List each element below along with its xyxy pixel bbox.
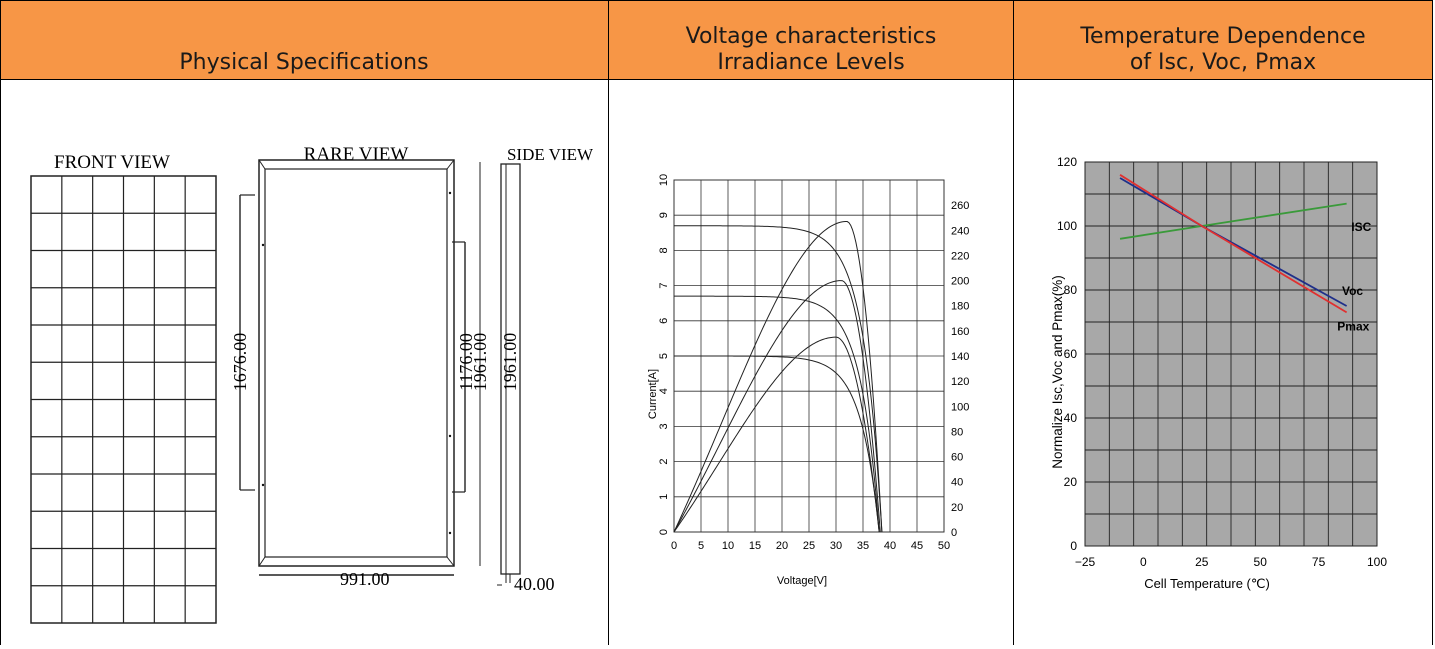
series-label-isc: ISC — [1351, 220, 1371, 234]
cell-temperature-chart: ISC Voc Pmax −25 0 25 50 75 100 0 20 40 60 80 100 120 … — [1014, 80, 1433, 645]
front-view-grid — [30, 175, 217, 624]
header-voltage-line2: Irradiance Levels — [717, 50, 905, 75]
cell-physical: FRONT VIEW RARE VIEW SIDE VIEW — [0, 80, 609, 645]
iv-y-tick: 1 — [658, 494, 670, 500]
iv-y2-tick: 0 — [951, 527, 957, 539]
rare-view-label: RARE VIEW — [304, 144, 409, 165]
iv-x-tick: 20 — [776, 540, 788, 552]
iv-x-tick: 25 — [803, 540, 815, 552]
iv-curve — [673, 355, 880, 533]
temp-y-tick: 60 — [1064, 347, 1078, 361]
iv-y2-tick: 140 — [951, 351, 969, 363]
temp-x-tick: 75 — [1312, 555, 1326, 569]
iv-y2-tick: 100 — [951, 401, 969, 413]
iv-y-tick: 10 — [658, 174, 670, 186]
header-temp-line1: Temperature Dependence — [1080, 24, 1366, 49]
temp-x-tick: 50 — [1254, 555, 1268, 569]
iv-y-tick: 0 — [658, 529, 670, 535]
pv-curve — [673, 280, 881, 533]
temp-x-tick: 0 — [1140, 555, 1147, 569]
iv-x-tick: 15 — [749, 540, 761, 552]
pv-curve — [673, 336, 880, 533]
dim-1961-rare: 1961.00 — [470, 333, 490, 392]
iv-x-tick: 30 — [830, 540, 842, 552]
cell-voltage-chart: 0 5 10 15 20 25 30 35 40 45 50 0 1 2 3 4 5 6 7 8 9 10 0 20 40 60 8… — [609, 80, 1014, 645]
series-line-pmax — [1119, 174, 1348, 314]
temp-x-axis-label: Cell Temperature (℃) — [1144, 576, 1270, 591]
header-voltage-line1: Voltage characteristics — [685, 24, 937, 49]
temp-y-tick: 100 — [1057, 219, 1077, 233]
iv-y-tick: 6 — [658, 318, 670, 324]
front-view-label: FRONT VIEW — [54, 152, 170, 173]
iv-x-axis-label: Voltage[V] — [777, 575, 827, 587]
iv-y2-tick: 40 — [951, 477, 963, 489]
iv-x-tick: 45 — [911, 540, 923, 552]
header-physical: Physical Specifications — [0, 0, 609, 80]
panel-drawing: FRONT VIEW RARE VIEW SIDE VIEW — [30, 144, 594, 624]
iv-y2-tick: 160 — [951, 326, 969, 338]
header-temperature: Temperature Dependence of Isc, Voc, Pmax — [1014, 0, 1433, 80]
header-temp-line2: of Isc, Voc, Pmax — [1129, 50, 1317, 75]
iv-y-tick: 4 — [658, 388, 670, 394]
series-label-voc: Voc — [1342, 284, 1363, 298]
dim-991: 991.00 — [340, 569, 390, 589]
iv-y-tick: 5 — [658, 353, 670, 359]
temp-y-tick: 80 — [1064, 283, 1078, 297]
iv-y-tick: 9 — [658, 212, 670, 218]
pv-curve — [673, 221, 883, 533]
iv-y2-tick: 260 — [951, 200, 969, 212]
dim-40: 40.00 — [514, 574, 555, 594]
temp-y-tick: 0 — [1070, 539, 1077, 553]
iv-y-tick: 2 — [658, 459, 670, 465]
dim-1961-side: 1961.00 — [500, 333, 520, 392]
iv-x-tick: 5 — [698, 540, 704, 552]
iv-curve — [673, 225, 883, 533]
iv-y2-tick: 200 — [951, 276, 969, 288]
iv-y2-tick: 80 — [951, 426, 963, 438]
temp-x-tick: −25 — [1075, 555, 1096, 569]
iv-y2-tick: 60 — [951, 452, 963, 464]
rare-view-frame — [239, 159, 521, 586]
iv-y2-tick: 120 — [951, 376, 969, 388]
temp-y-axis-label: Normalize Isc,Voc and Pmax(%) — [1050, 275, 1065, 469]
iv-y-tick: 3 — [658, 423, 670, 429]
temp-x-tick: 100 — [1367, 555, 1387, 569]
temp-y-tick: 20 — [1064, 475, 1078, 489]
iv-y-tick: 7 — [658, 283, 670, 289]
series-label-pmax: Pmax — [1337, 319, 1369, 333]
iv-y2-tick: 240 — [951, 225, 969, 237]
temp-x-tick: 25 — [1195, 555, 1209, 569]
iv-x-tick: 35 — [857, 540, 869, 552]
iv-y2-tick: 220 — [951, 250, 969, 262]
header-voltage: Voltage characteristics Irradiance Level… — [609, 0, 1014, 80]
iv-y-axis-label: Current[A] — [647, 369, 659, 419]
iv-y-tick: 8 — [658, 247, 670, 253]
side-view-label: SIDE VIEW — [507, 145, 594, 164]
dim-1676: 1676.00 — [230, 333, 250, 392]
iv-curve-chart: 0 5 10 15 20 25 30 35 40 45 5001234567891002040608… — [647, 174, 969, 587]
iv-x-tick: 0 — [671, 540, 677, 552]
temp-y-tick: 120 — [1057, 155, 1077, 169]
iv-x-tick: 40 — [884, 540, 896, 552]
iv-x-tick: 10 — [722, 540, 734, 552]
iv-y2-tick: 180 — [951, 301, 969, 313]
iv-x-tick: 50 — [938, 540, 950, 552]
dim-1176: 1176.00 — [456, 333, 476, 391]
iv-y2-tick: 20 — [951, 502, 963, 514]
temp-y-tick: 40 — [1064, 411, 1078, 425]
iv-curve — [673, 295, 880, 533]
header-physical-label: Physical Specifications — [179, 50, 429, 75]
